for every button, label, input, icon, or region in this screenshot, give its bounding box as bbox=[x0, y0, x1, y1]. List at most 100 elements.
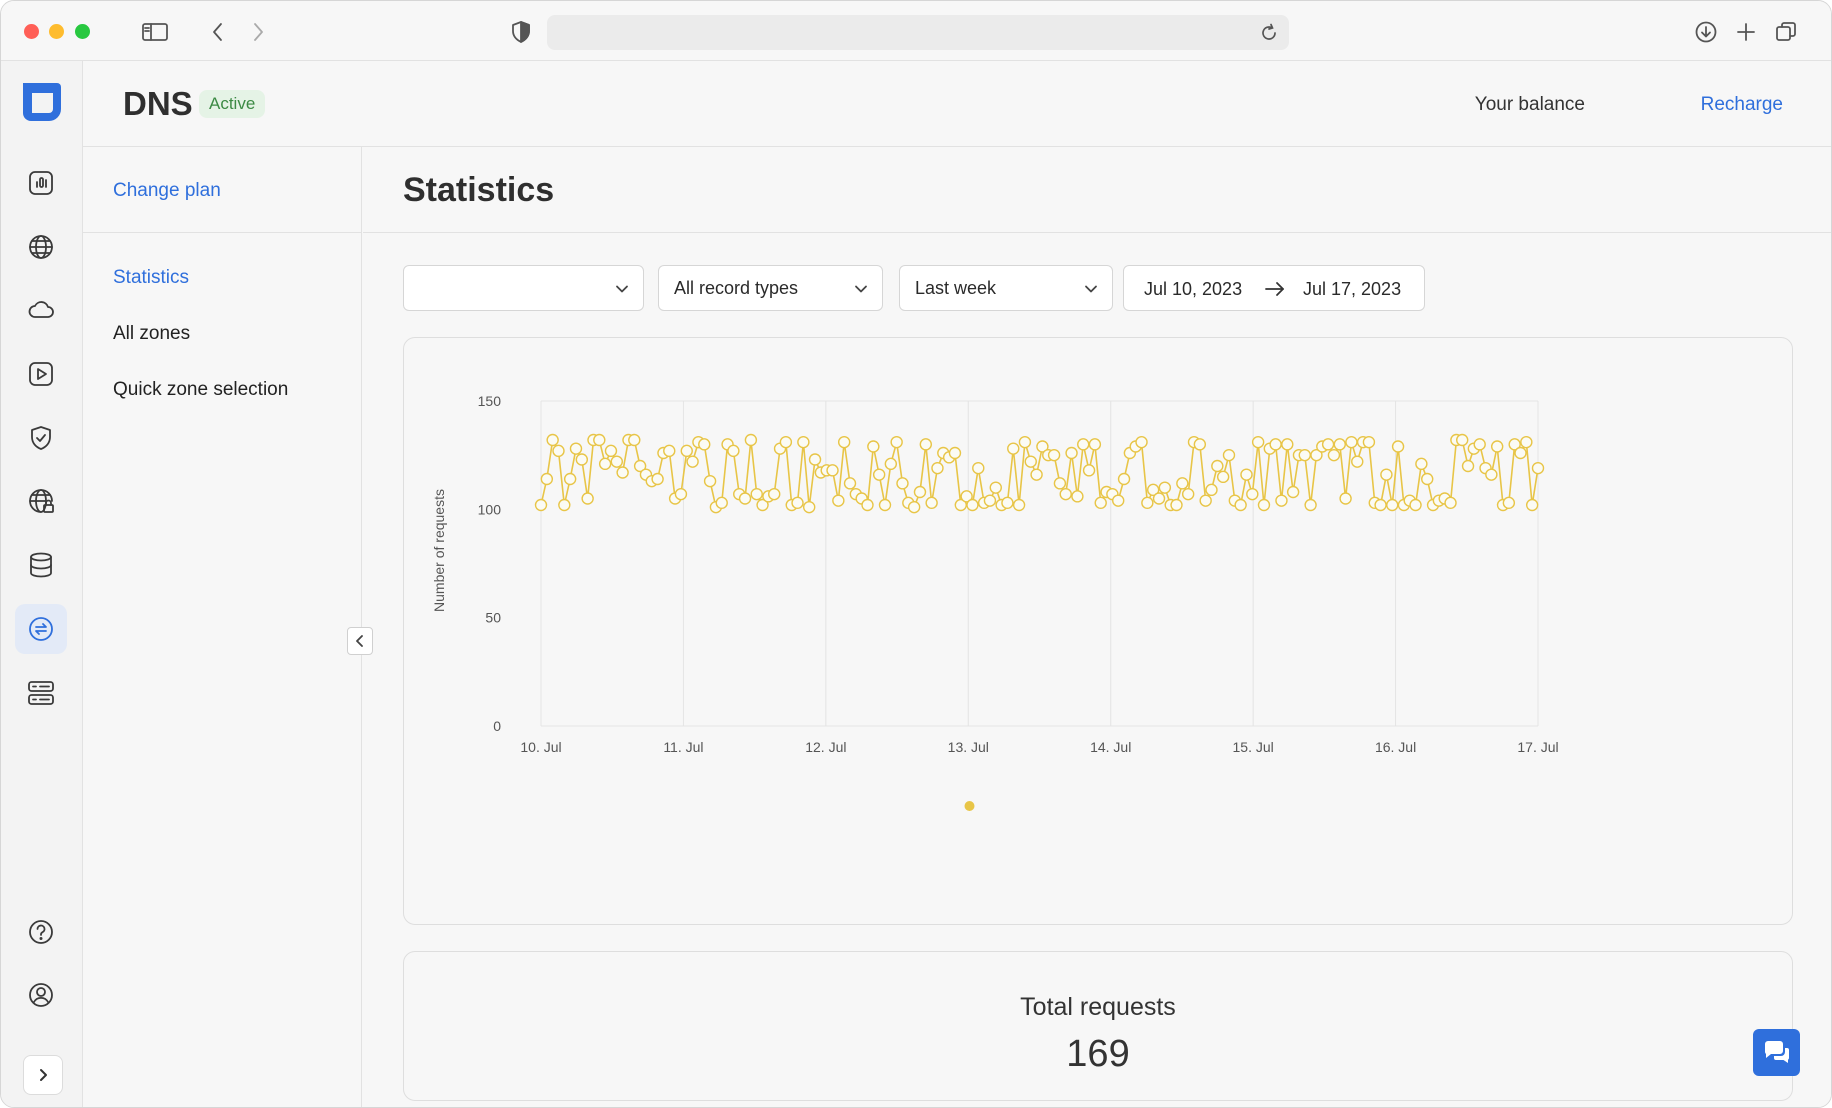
data-point bbox=[867, 440, 880, 453]
data-point bbox=[808, 453, 822, 466]
data-point bbox=[674, 487, 688, 501]
rail-item-help[interactable] bbox=[15, 907, 67, 957]
data-point bbox=[1211, 459, 1224, 473]
back-icon[interactable] bbox=[203, 17, 233, 47]
data-point bbox=[651, 472, 664, 486]
data-point bbox=[1071, 490, 1084, 503]
rail-item-video[interactable] bbox=[15, 349, 67, 399]
data-point bbox=[1456, 433, 1469, 447]
requests-line-chart: 10. Jul 11. Jul 12. Jul 13. Jul 14. Jul 15. J… bbox=[431, 393, 1559, 811]
x-tick-label: 17. Jul bbox=[1517, 739, 1558, 755]
close-window-button[interactable] bbox=[24, 24, 39, 39]
divider bbox=[363, 232, 1831, 233]
x-tick-label: 13. Jul bbox=[948, 739, 989, 755]
chat-support-button[interactable] bbox=[1753, 1029, 1800, 1076]
period-select[interactable]: Last week bbox=[899, 265, 1113, 311]
total-requests-label: Total requests bbox=[1020, 993, 1176, 1021]
data-point bbox=[1490, 440, 1504, 453]
period-value: Last week bbox=[915, 277, 997, 298]
minimize-window-button[interactable] bbox=[49, 24, 64, 39]
data-point bbox=[604, 444, 618, 458]
change-plan-link[interactable]: Change plan bbox=[113, 180, 221, 201]
data-point bbox=[1012, 498, 1026, 512]
arrow-right-icon bbox=[1265, 282, 1284, 296]
subnav-item-all-zones[interactable]: All zones bbox=[113, 323, 191, 344]
new-tab-icon[interactable] bbox=[1731, 17, 1761, 47]
data-point bbox=[972, 461, 985, 475]
total-requests-card: Total requests 169 bbox=[403, 951, 1793, 1101]
status-badge: Active bbox=[199, 90, 266, 118]
recharge-link[interactable]: Recharge bbox=[1700, 94, 1783, 115]
chat-icon bbox=[1764, 1040, 1789, 1063]
data-point bbox=[1053, 477, 1067, 490]
date-range-picker[interactable]: Jul 10, 2023 Jul 17, 2023 bbox=[1123, 265, 1425, 311]
zone-select[interactable] bbox=[403, 265, 644, 311]
data-point bbox=[919, 438, 933, 451]
data-point bbox=[966, 498, 979, 512]
data-point bbox=[1240, 468, 1253, 481]
data-point bbox=[1461, 459, 1475, 473]
divider bbox=[83, 232, 361, 233]
rail-item-dns-security[interactable] bbox=[15, 476, 67, 526]
data-point bbox=[616, 466, 629, 479]
data-point bbox=[698, 438, 711, 451]
data-point bbox=[1502, 496, 1516, 510]
rail-item-network[interactable] bbox=[15, 222, 67, 272]
privacy-shield-icon[interactable] bbox=[506, 17, 536, 47]
tabs-overview-icon[interactable] bbox=[1771, 17, 1801, 47]
subnav-item-statistics[interactable]: Statistics bbox=[113, 267, 190, 288]
data-point bbox=[1176, 477, 1189, 490]
download-icon[interactable] bbox=[1691, 17, 1721, 47]
data-point bbox=[1520, 435, 1533, 449]
subnav-item-quick-zone-selection[interactable]: Quick zone selection bbox=[113, 379, 289, 400]
data-point bbox=[1152, 492, 1166, 505]
data-point bbox=[1088, 438, 1102, 451]
record-type-value: All record types bbox=[674, 277, 799, 298]
brand-logo-icon[interactable] bbox=[19, 79, 64, 124]
rail-item-servers[interactable] bbox=[15, 668, 67, 718]
data-point bbox=[1391, 440, 1405, 453]
data-point bbox=[802, 500, 816, 514]
maximize-window-button[interactable] bbox=[75, 24, 90, 39]
data-point bbox=[750, 487, 763, 501]
y-tick-label: 50 bbox=[485, 610, 501, 626]
data-point bbox=[768, 487, 781, 501]
main-content: Statistics All record types Last week Ju… bbox=[363, 147, 1831, 1107]
date-from: Jul 10, 2023 bbox=[1144, 279, 1243, 299]
database-icon bbox=[30, 552, 52, 578]
data-point bbox=[1246, 487, 1259, 501]
expand-rail-button[interactable] bbox=[23, 1055, 63, 1095]
help-icon bbox=[29, 920, 53, 944]
x-tick-label: 10. Jul bbox=[520, 739, 561, 755]
data-point bbox=[1286, 485, 1300, 499]
data-point bbox=[686, 455, 699, 468]
record-type-select[interactable]: All record types bbox=[658, 265, 883, 311]
rail-item-dashboard[interactable] bbox=[15, 158, 67, 208]
data-point bbox=[843, 477, 857, 490]
data-point bbox=[1181, 487, 1195, 501]
data-point bbox=[837, 435, 851, 449]
rail-item-account[interactable] bbox=[15, 970, 67, 1020]
collapse-sidebar-button[interactable] bbox=[347, 627, 373, 655]
reload-icon[interactable] bbox=[1259, 23, 1279, 48]
data-point bbox=[989, 481, 1002, 494]
data-point bbox=[1024, 455, 1037, 468]
x-tick-label: 14. Jul bbox=[1090, 739, 1131, 755]
data-point bbox=[1117, 472, 1131, 486]
rail-item-dns[interactable] bbox=[15, 604, 67, 654]
data-point bbox=[1525, 498, 1539, 512]
y-tick-label: 150 bbox=[478, 393, 502, 409]
address-bar[interactable] bbox=[547, 15, 1289, 50]
rail-item-cloud[interactable] bbox=[15, 285, 67, 335]
forward-icon[interactable] bbox=[243, 17, 273, 47]
rail-item-protection[interactable] bbox=[15, 413, 67, 463]
rail-item-storage[interactable] bbox=[15, 540, 67, 590]
sidebar-toggle-icon[interactable] bbox=[140, 17, 170, 47]
data-point bbox=[756, 498, 769, 512]
data-point bbox=[1222, 448, 1236, 462]
data-point bbox=[540, 472, 554, 486]
globe-icon bbox=[29, 235, 53, 259]
data-point bbox=[581, 492, 594, 505]
video-icon bbox=[29, 362, 53, 386]
data-point bbox=[1059, 487, 1072, 501]
